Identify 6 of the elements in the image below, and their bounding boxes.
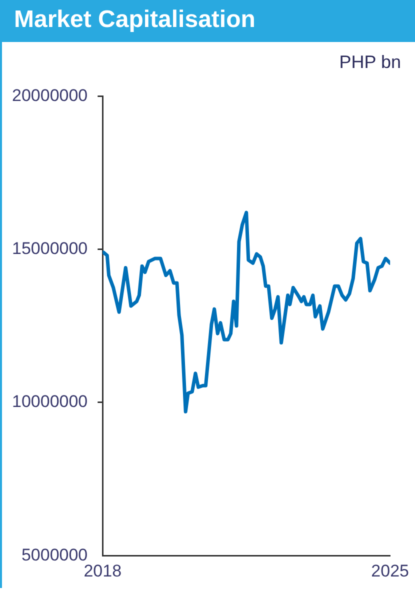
x-tick-label: 2025 [371, 561, 410, 580]
y-tick-label: 15000000 [12, 239, 88, 258]
chart-title: Market Capitalisation [0, 0, 415, 42]
y-tick-label: 20000000 [12, 86, 88, 105]
y-axis-title: PHP bn [338, 51, 402, 74]
y-tick-label: 10000000 [12, 392, 88, 412]
